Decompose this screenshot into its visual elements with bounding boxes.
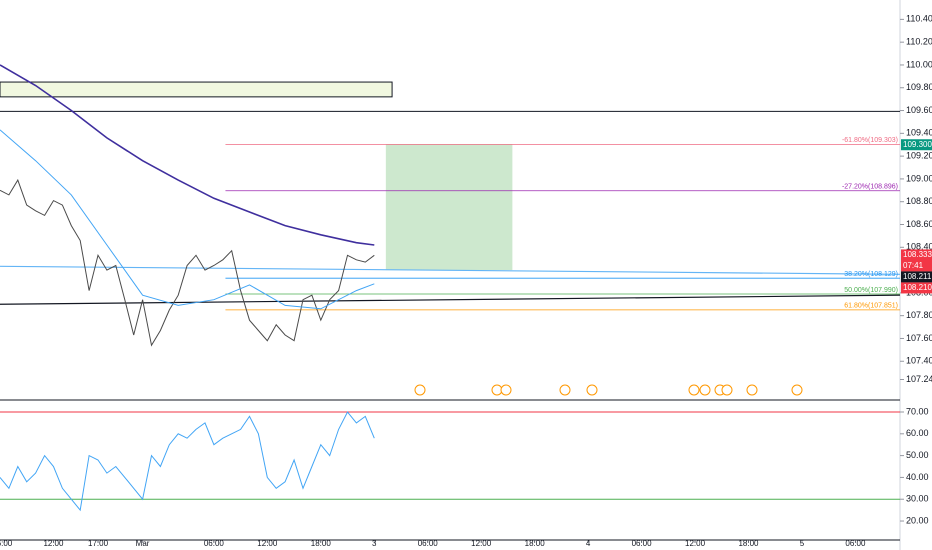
x-tick-label: 18:00 [738,539,759,548]
x-tick-label: 4 [586,539,591,548]
price-tag [901,249,932,272]
x-tick-label: 06:00 [418,539,439,548]
x-tick-label: 12:00 [43,539,64,548]
x-tick-label: 06:00 [632,539,653,548]
y-tick-label: 40.00 [906,472,929,482]
x-tick-label: 3 [372,539,377,548]
event-icon [699,384,711,396]
price-tag-label: 108.211 [903,272,932,281]
event-icon [500,384,512,396]
x-tick-label: 12:00 [257,539,278,548]
y-tick-label: 30.00 [906,494,929,504]
y-tick-label: 108.400 [906,242,932,252]
x-tick-label: Mar [136,539,150,548]
price-tag [901,271,932,283]
y-tick-label: 50.00 [906,450,929,460]
event-icon [688,384,700,396]
y-tick-label: 109.000 [906,173,932,183]
y-tick-label: 109.400 [906,128,932,138]
y-tick-label: 109.800 [906,82,932,92]
zone-box [0,81,393,98]
x-tick-label: 06:00 [845,539,866,548]
event-icon [791,384,803,396]
price-tag [901,139,932,151]
series-line [0,129,375,310]
y-tick-label: 20.00 [906,515,929,525]
x-tick-label: 06:00 [204,539,225,548]
fib-label: -61.80%(109.303) [842,137,898,144]
fib-label: 61.80%(107.851) [844,303,898,310]
x-tick-label: 18:00 [525,539,546,548]
y-tick-label: 109.200 [906,151,932,161]
y-tick-label: 108.800 [906,196,932,206]
x-tick-label: 17:00 [88,539,109,548]
y-tick-label: 107.240 [906,374,932,384]
y-tick-label: 110.200 [906,37,932,47]
x-tick-label: 12:00 [685,539,706,548]
trend-line [0,294,901,305]
y-tick-label: 109.600 [906,105,932,115]
event-icon [746,384,758,396]
fib-label: 38.20%(108.129) [844,271,898,278]
series-line [0,64,375,246]
y-tick-label: 107.600 [906,333,932,343]
event-icon [586,384,598,396]
y-tick-label: 70.00 [906,406,929,416]
price-tag [901,282,932,294]
fib-label: 50.00%(107.990) [844,287,898,294]
price-tag-countdown: 07:41 [903,261,924,270]
price-tag-label: 109.300 [903,140,932,149]
event-icon [721,384,733,396]
x-tick-label: 12:00 [471,539,492,548]
x-tick-label: 18:00 [311,539,332,548]
series-line [0,178,375,347]
y-tick-label: 110.000 [906,59,932,69]
y-tick-label: 110.400 [906,14,932,24]
trend-line [0,265,901,275]
fib-label: -27.20%(108.896) [842,184,898,191]
x-tick-label: 5 [800,539,805,548]
y-tick-label: 60.00 [906,428,929,438]
y-tick-label: 107.400 [906,356,932,366]
target-box [385,144,513,271]
event-icons [414,384,803,396]
x-tick-label: 6:00 [0,539,13,548]
event-icon [414,384,426,396]
price-tag-label: 108.333 [903,250,932,259]
price-tag-label: 108.210 [903,283,932,292]
y-tick-label: 108.600 [906,219,932,229]
event-icon [559,384,571,396]
series-line [0,411,375,512]
y-tick-label: 107.800 [906,310,932,320]
